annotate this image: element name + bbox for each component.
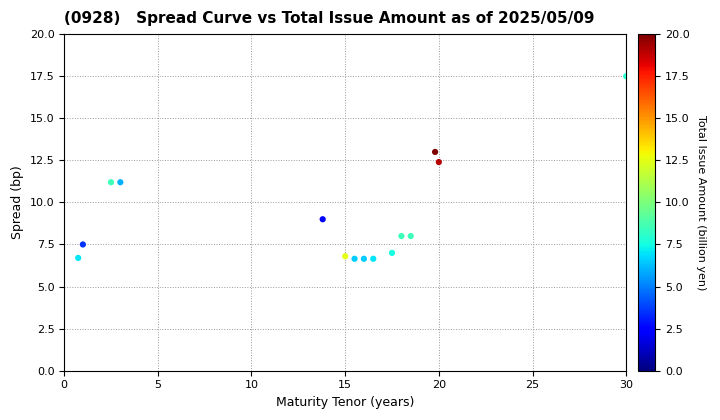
Y-axis label: Spread (bp): Spread (bp) (11, 165, 24, 239)
Point (105, 179, 117, 186)
Point (73, 255, 84, 261)
Point (358, 255, 369, 262)
Point (405, 233, 416, 239)
Point (429, 149, 441, 155)
X-axis label: Maturity Tenor (years): Maturity Tenor (years) (276, 396, 414, 409)
Point (621, 73, 632, 80)
Point (386, 249, 397, 256)
Point (395, 233, 407, 239)
Point (367, 255, 379, 262)
Point (433, 159, 444, 165)
Point (339, 253, 351, 260)
Text: (0928)   Spread Curve vs Total Issue Amount as of 2025/05/09: (0928) Spread Curve vs Total Issue Amoun… (64, 11, 595, 26)
Y-axis label: Total Issue Amount (billion yen): Total Issue Amount (billion yen) (696, 115, 706, 290)
Point (348, 255, 360, 262)
Point (114, 179, 126, 186)
Point (77, 241, 89, 248)
Point (317, 216, 328, 223)
